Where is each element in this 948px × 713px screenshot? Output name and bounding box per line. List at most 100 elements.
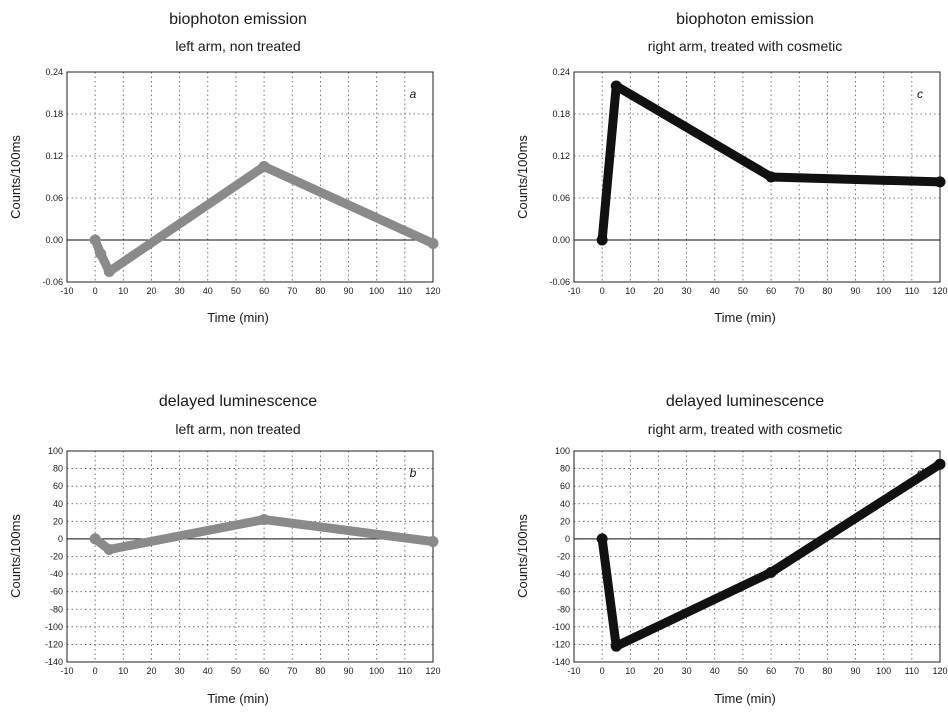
y-tick-label: -40 <box>50 569 63 579</box>
y-tick-label: 0 <box>565 534 570 544</box>
data-point <box>427 238 439 249</box>
y-tick-label: 0.18 <box>552 109 570 119</box>
x-tick-label: 10 <box>118 286 128 296</box>
x-tick-label: 30 <box>175 286 185 296</box>
y-tick-label: -140 <box>45 657 63 667</box>
x-tick-label: -10 <box>60 286 73 296</box>
x-tick-label: 60 <box>766 666 776 676</box>
x-tick-label: 110 <box>905 286 919 296</box>
y-tick-label: -20 <box>50 552 63 562</box>
y-tick-label: 80 <box>560 464 570 474</box>
data-point <box>89 234 101 246</box>
y-tick-label: -100 <box>45 622 63 632</box>
y-tick-label: 0.00 <box>552 235 570 245</box>
chart-subtitle: right arm, treated with cosmetic <box>648 421 843 437</box>
y-tick-label: 0.24 <box>45 67 63 77</box>
y-tick-label: -20 <box>557 552 570 562</box>
y-tick-label: 20 <box>560 516 570 526</box>
x-tick-label: 30 <box>175 666 185 676</box>
x-tick-label: 70 <box>794 666 804 676</box>
y-tick-label: -80 <box>50 604 63 614</box>
x-tick-label: 20 <box>146 666 156 676</box>
x-tick-label: 20 <box>146 286 156 296</box>
panel-letter: a <box>410 87 417 101</box>
x-tick-label: 90 <box>344 666 354 676</box>
x-tick-label: -10 <box>567 666 580 676</box>
data-point <box>610 80 622 92</box>
chart-panel-d: delayed luminescence right arm, treated w… <box>515 393 948 706</box>
x-tick-label: 80 <box>315 286 325 296</box>
data-point <box>610 640 622 652</box>
y-tick-label: 60 <box>53 481 63 491</box>
plot-frame <box>66 450 434 663</box>
y-tick-label: 40 <box>560 499 570 509</box>
x-tick-label: 80 <box>822 666 832 676</box>
y-tick-label: -60 <box>50 587 63 597</box>
y-tick-label: 0.06 <box>552 193 570 203</box>
data-point <box>258 161 270 172</box>
x-tick-label: 50 <box>231 666 241 676</box>
chart-panel-c: biophoton emission right arm, treated wit… <box>515 11 948 325</box>
x-tick-label: 40 <box>203 666 213 676</box>
y-tick-label: 0.06 <box>45 193 63 203</box>
x-tick-label: 120 <box>425 286 440 296</box>
x-tick-label: 80 <box>315 666 325 676</box>
x-axis-label: Time (min) <box>207 310 269 325</box>
y-tick-label: 0.24 <box>552 67 570 77</box>
chart-title: biophoton emission <box>676 11 814 28</box>
x-tick-label: 120 <box>932 286 947 296</box>
x-tick-label: 0 <box>93 666 98 676</box>
x-tick-label: 30 <box>682 286 692 296</box>
panel-letter: c <box>917 87 923 101</box>
plot-frame <box>573 450 941 663</box>
x-tick-label: 90 <box>344 286 354 296</box>
x-tick-label: 20 <box>653 286 663 296</box>
x-tick-label: 60 <box>766 286 776 296</box>
y-tick-label: -120 <box>45 639 63 649</box>
x-tick-label: 90 <box>851 666 861 676</box>
x-axis-label: Time (min) <box>207 691 269 706</box>
x-tick-label: 0 <box>600 286 605 296</box>
x-tick-label: 0 <box>600 666 605 676</box>
data-point <box>596 234 608 246</box>
data-point <box>765 566 777 578</box>
data-point <box>934 176 946 188</box>
x-tick-label: 20 <box>653 666 663 676</box>
x-tick-label: 40 <box>710 286 720 296</box>
x-tick-label: 10 <box>625 666 635 676</box>
x-axis-label: Time (min) <box>714 691 776 706</box>
chart-subtitle: left arm, non treated <box>175 38 300 54</box>
series-line <box>90 162 438 276</box>
x-tick-label: 120 <box>425 666 440 676</box>
x-tick-label: 40 <box>203 286 213 296</box>
y-tick-label: -140 <box>552 657 570 667</box>
y-tick-label: 0.18 <box>45 109 63 119</box>
y-tick-label: 0.12 <box>552 151 570 161</box>
x-tick-label: 50 <box>231 286 241 296</box>
y-axis-label: Counts/100ms <box>8 135 23 219</box>
x-tick-label: 70 <box>287 666 297 676</box>
data-point <box>596 533 608 545</box>
y-tick-label: -100 <box>552 622 570 632</box>
x-tick-label: 100 <box>876 666 891 676</box>
x-tick-label: 60 <box>259 286 269 296</box>
x-axis-label: Time (min) <box>714 310 776 325</box>
y-tick-label: -60 <box>557 587 570 597</box>
y-axis-label: Counts/100ms <box>8 514 23 598</box>
chart-title: delayed luminescence <box>666 393 824 410</box>
x-tick-label: 50 <box>738 286 748 296</box>
y-tick-label: 80 <box>53 464 63 474</box>
y-tick-label: 0 <box>58 534 63 544</box>
y-tick-label: 40 <box>53 499 63 509</box>
x-tick-label: 0 <box>93 286 98 296</box>
x-tick-label: 10 <box>118 666 128 676</box>
x-tick-label: 80 <box>822 286 832 296</box>
panel-letter: b <box>410 466 417 480</box>
x-tick-label: 40 <box>710 666 720 676</box>
series-line <box>90 515 438 554</box>
x-tick-label: 10 <box>625 286 635 296</box>
y-axis-label: Counts/100ms <box>515 135 530 219</box>
x-tick-label: 110 <box>398 666 412 676</box>
x-tick-label: 120 <box>932 666 947 676</box>
